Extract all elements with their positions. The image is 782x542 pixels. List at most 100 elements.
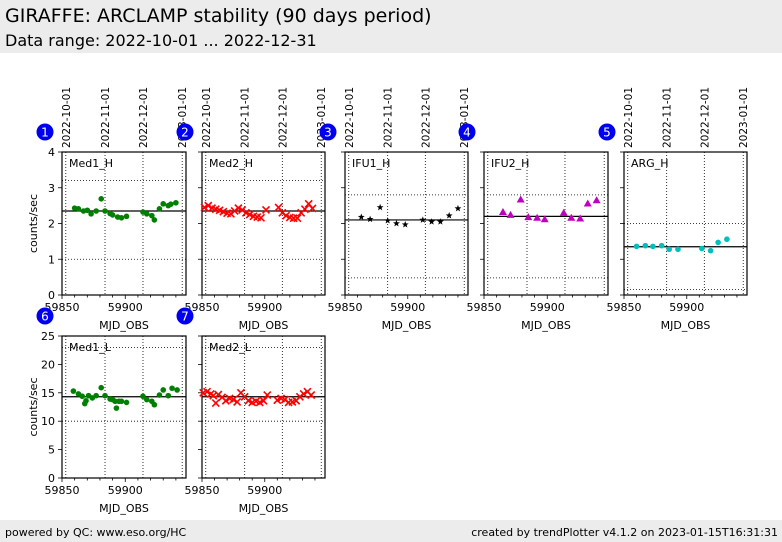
panel-badge <box>458 123 476 141</box>
data-point <box>84 207 91 214</box>
date-label: 2022-10-01 <box>623 87 635 148</box>
x-tick-label: 59900 <box>530 301 565 314</box>
data-point <box>592 196 601 204</box>
panel-badge-number: 2 <box>181 126 189 140</box>
x-tick-label: 59850 <box>328 301 363 314</box>
data-point <box>98 196 105 202</box>
data-point <box>165 392 172 399</box>
y-tick-label: 15 <box>41 387 55 400</box>
date-label: 2023-01-01 <box>738 87 750 148</box>
x-tick-label: 59900 <box>108 301 143 314</box>
data-point <box>160 201 167 207</box>
data-point <box>384 217 392 224</box>
data-point <box>118 398 125 405</box>
data-point <box>308 204 317 213</box>
data-point <box>498 208 507 216</box>
data-point <box>70 388 77 394</box>
data-point <box>650 243 656 250</box>
date-label: 2022-12-01 <box>699 87 711 148</box>
date-label: 2022-10-01 <box>201 87 213 148</box>
data-point <box>393 219 400 227</box>
panel-badge-number: 4 <box>463 126 471 140</box>
footer: powered by QC: www.eso.org/HC created by… <box>0 520 782 542</box>
panel-label: Med1_L <box>69 341 112 354</box>
data-point <box>715 239 721 246</box>
data-point <box>88 211 94 217</box>
data-point <box>263 391 272 400</box>
panel-badge <box>36 307 54 325</box>
data-point <box>666 246 672 253</box>
y-axis-label: counts/sec <box>27 194 40 253</box>
data-point <box>454 204 462 212</box>
data-point <box>93 208 99 214</box>
x-axis-label: MJD_OBS <box>661 319 711 332</box>
data-point <box>376 203 384 211</box>
data-point <box>174 387 180 393</box>
y-tick-label: 4 <box>48 146 55 159</box>
data-point <box>169 385 175 392</box>
plot-frame <box>61 335 187 479</box>
data-point <box>98 384 105 391</box>
x-axis-label: MJD_OBS <box>99 502 149 515</box>
data-point <box>401 220 409 228</box>
data-point <box>156 392 163 398</box>
data-point <box>436 218 444 225</box>
panel-badge <box>36 123 54 141</box>
date-label: 2022-12-01 <box>420 87 432 148</box>
x-tick-label: 59850 <box>185 301 220 314</box>
panel-badge-number: 7 <box>181 310 189 324</box>
data-point <box>524 213 533 221</box>
data-point <box>123 213 130 220</box>
date-label: 2022-12-01 <box>277 87 289 148</box>
data-point <box>428 218 436 225</box>
x-axis-label: MJD_OBS <box>382 319 432 332</box>
plot-frame <box>201 335 326 479</box>
x-tick-label: 59850 <box>467 301 502 314</box>
data-point <box>307 391 316 400</box>
data-point <box>533 213 542 221</box>
data-point <box>140 393 146 400</box>
data-point <box>143 396 150 403</box>
data-point <box>151 217 158 223</box>
panel-label: Med2_H <box>209 157 253 170</box>
data-point <box>256 213 266 222</box>
data-point <box>675 246 681 253</box>
date-label: 2022-10-01 <box>61 87 73 148</box>
y-tick-label: 1 <box>48 253 55 266</box>
data-point <box>419 216 427 223</box>
x-tick-label: 59900 <box>390 301 425 314</box>
plots-area: 59850 5990001234MJD_OBScounts/secMed1_H20… <box>27 87 750 515</box>
y-tick-label: 2 <box>48 218 55 231</box>
y-tick-label: 5 <box>48 444 55 457</box>
data-point <box>204 201 213 210</box>
data-point <box>658 242 665 249</box>
data-point <box>156 206 163 212</box>
panel-label: Med1_H <box>69 157 113 170</box>
data-point <box>576 214 585 222</box>
data-point <box>79 393 86 400</box>
data-point <box>567 213 576 221</box>
x-tick-label: 59850 <box>185 484 220 497</box>
data-point <box>445 212 453 219</box>
x-tick-label: 59900 <box>669 301 704 314</box>
data-point <box>261 205 271 214</box>
data-point <box>102 208 108 214</box>
panel-label: IFU1_H <box>352 157 390 170</box>
data-point <box>113 405 120 411</box>
panel-badge-number: 1 <box>41 126 49 140</box>
x-axis-label: MJD_OBS <box>239 319 289 332</box>
data-point <box>102 392 108 399</box>
data-point <box>357 213 365 220</box>
panel-badge-number: 5 <box>603 126 611 140</box>
data-point <box>109 212 116 218</box>
x-axis-label: MJD_OBS <box>521 319 571 332</box>
data-point <box>583 199 592 207</box>
panel-badge <box>176 123 194 141</box>
plot-frame <box>61 151 187 296</box>
x-tick-label: 59900 <box>247 484 282 497</box>
page-title: GIRAFFE: ARCLAMP stability (90 days peri… <box>5 5 432 27</box>
panel-badge <box>598 123 616 141</box>
data-point <box>642 242 649 249</box>
data-point <box>173 199 179 206</box>
panel-label: ARG_H <box>631 157 668 170</box>
